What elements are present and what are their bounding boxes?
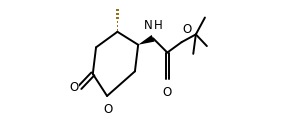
Text: O: O bbox=[182, 23, 192, 36]
Text: O: O bbox=[163, 86, 172, 99]
Text: N: N bbox=[144, 19, 152, 32]
Text: H: H bbox=[154, 19, 162, 32]
Text: O: O bbox=[70, 81, 79, 94]
Text: O: O bbox=[103, 103, 112, 116]
Polygon shape bbox=[138, 35, 155, 45]
